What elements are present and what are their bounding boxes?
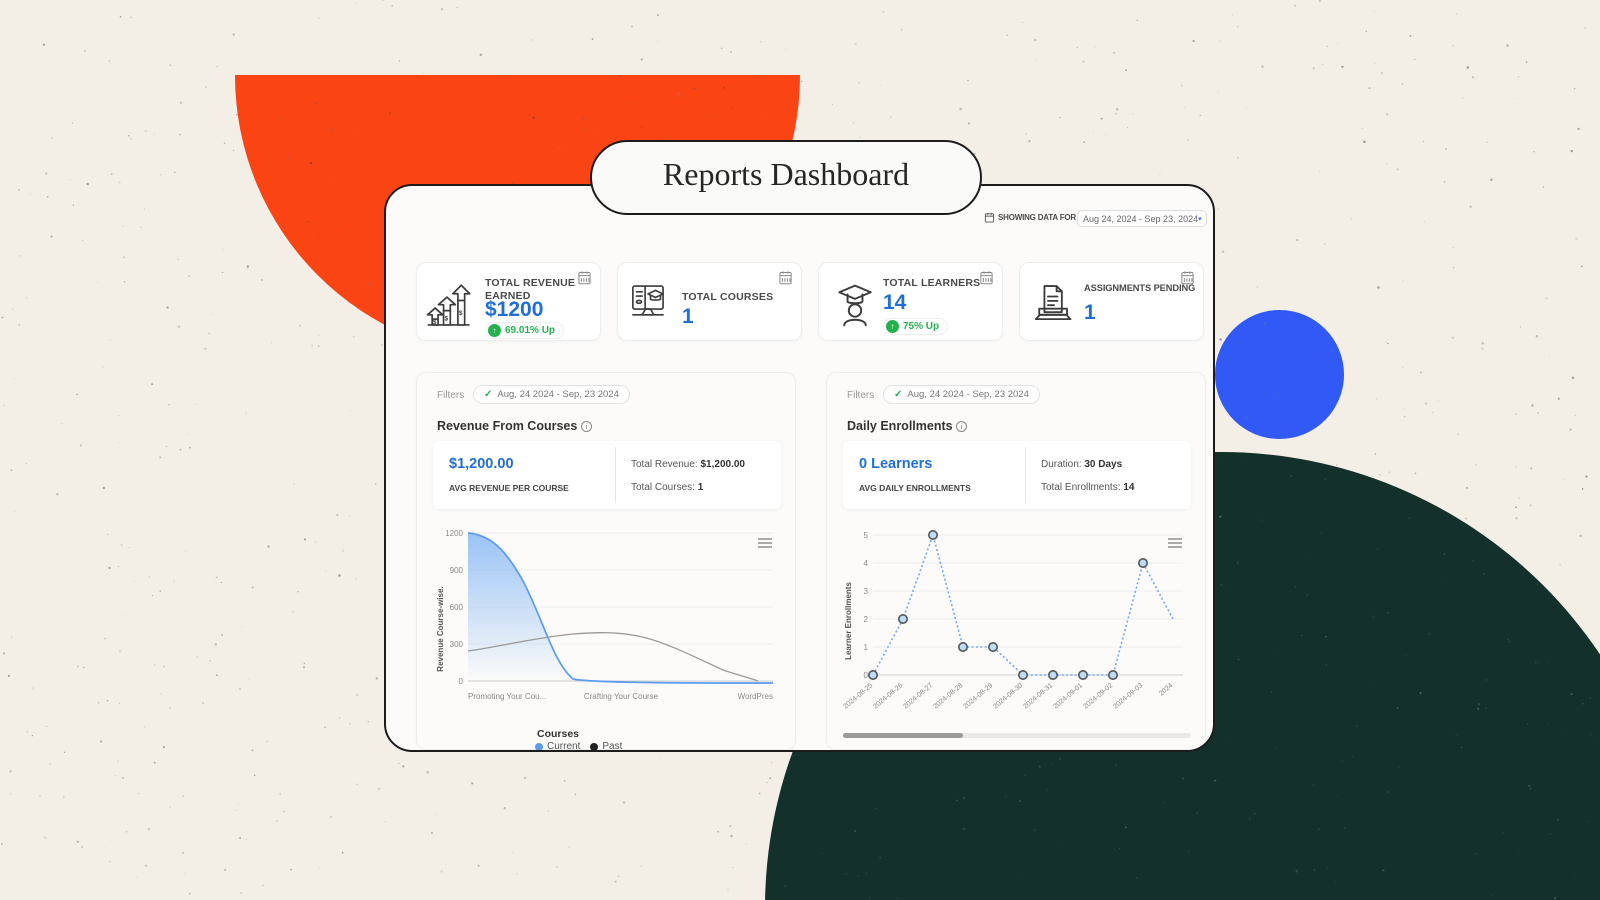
svg-text:0: 0 xyxy=(459,677,464,686)
svg-text:1200: 1200 xyxy=(445,529,463,538)
svg-text:2024-08-30: 2024-08-30 xyxy=(992,682,1024,710)
svg-text:4: 4 xyxy=(864,559,869,568)
svg-text:3: 3 xyxy=(864,587,869,596)
svg-text:2024-08-26: 2024-08-26 xyxy=(872,682,904,710)
svg-text:2024: 2024 xyxy=(1158,682,1175,697)
svg-text:0: 0 xyxy=(864,671,869,680)
svg-text:$: $ xyxy=(445,316,449,323)
svg-text:Crafting Your Course: Crafting Your Course xyxy=(584,692,659,701)
svg-text:$: $ xyxy=(459,310,463,317)
svg-text:2024-08-27: 2024-08-27 xyxy=(902,682,934,710)
svg-text:2024-08-31: 2024-08-31 xyxy=(1022,682,1054,710)
svg-text:5: 5 xyxy=(864,531,869,540)
svg-text:2024-09-03: 2024-09-03 xyxy=(1112,682,1144,710)
svg-text:2024-08-25: 2024-08-25 xyxy=(843,682,874,710)
svg-text:Promoting Your Cou...: Promoting Your Cou... xyxy=(468,692,546,701)
svg-text:600: 600 xyxy=(450,603,464,612)
svg-text:$: $ xyxy=(433,319,437,326)
svg-text:Learner Enrollments: Learner Enrollments xyxy=(844,582,853,660)
svg-text:2024-09-01: 2024-09-01 xyxy=(1052,682,1084,710)
svg-text:2024-08-28: 2024-08-28 xyxy=(932,682,964,710)
svg-text:2: 2 xyxy=(864,615,869,624)
svg-text:900: 900 xyxy=(450,566,464,575)
svg-text:2024-08-29: 2024-08-29 xyxy=(962,682,994,710)
svg-text:WordPres: WordPres xyxy=(738,692,773,701)
svg-text:300: 300 xyxy=(450,640,464,649)
svg-text:1: 1 xyxy=(864,643,869,652)
svg-text:Revenue Course-wise.: Revenue Course-wise. xyxy=(436,586,445,671)
svg-text:2024-09-02: 2024-09-02 xyxy=(1082,682,1114,710)
